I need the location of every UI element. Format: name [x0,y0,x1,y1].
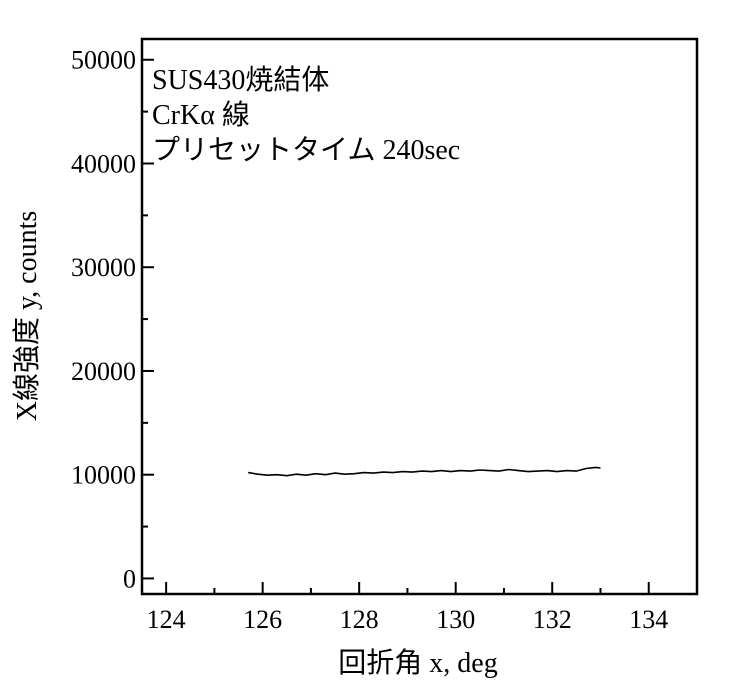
y-tick-label: 10000 [71,461,136,490]
x-axis-title: 回折角 x, deg [338,647,497,679]
y-axis-ticks [142,58,154,580]
y-axis-title: X線強度 y, counts [11,211,43,422]
y-tick-label: 50000 [71,46,136,75]
x-tick-label: 132 [533,605,572,634]
x-tick-label: 124 [147,605,186,634]
y-tick-label: 0 [123,564,136,593]
x-axis-tick-labels: 124 126 128 130 132 134 [147,605,669,634]
x-tick-label: 126 [243,605,282,634]
y-tick-label: 40000 [71,149,136,178]
y-tick-label: 30000 [71,253,136,282]
series-line [248,466,601,477]
x-tick-label: 130 [436,605,475,634]
annotation-preset-time: プリセットタイム 240sec [152,135,460,166]
y-tick-label: 20000 [71,357,136,386]
plot-frame [140,37,699,596]
annotation-sample: SUS430焼結体 [152,64,329,96]
x-tick-label: 134 [629,605,668,634]
x-tick-label: 128 [340,605,379,634]
y-axis-tick-labels: 0 10000 20000 30000 40000 50000 [71,46,136,594]
x-axis-ticks [165,582,650,594]
annotation-radiation: CrKα 線 [152,99,250,131]
